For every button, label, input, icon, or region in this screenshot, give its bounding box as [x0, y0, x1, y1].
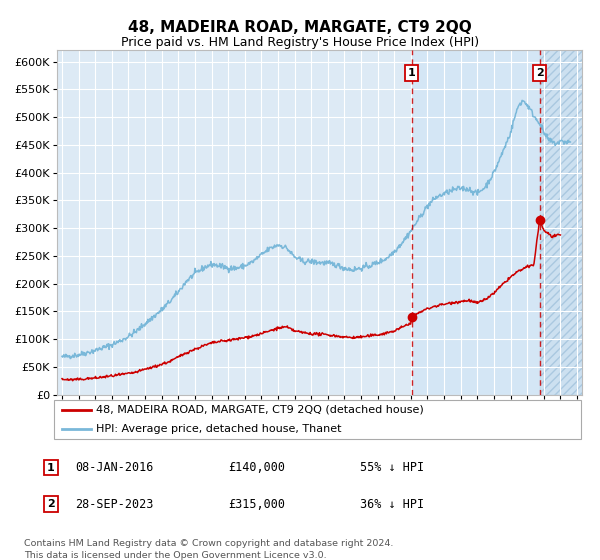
- Text: 2: 2: [536, 68, 544, 78]
- FancyBboxPatch shape: [53, 400, 581, 439]
- Text: Contains HM Land Registry data © Crown copyright and database right 2024.
This d: Contains HM Land Registry data © Crown c…: [24, 539, 394, 559]
- Bar: [539, 50, 599, 395]
- Text: 48, MADEIRA ROAD, MARGATE, CT9 2QQ (detached house): 48, MADEIRA ROAD, MARGATE, CT9 2QQ (deta…: [97, 405, 424, 415]
- Text: 28-SEP-2023: 28-SEP-2023: [75, 497, 154, 511]
- Text: 55% ↓ HPI: 55% ↓ HPI: [360, 461, 424, 474]
- Text: £140,000: £140,000: [228, 461, 285, 474]
- Text: 1: 1: [408, 68, 416, 78]
- Text: 2: 2: [47, 499, 55, 509]
- Text: 08-JAN-2016: 08-JAN-2016: [75, 461, 154, 474]
- Text: HPI: Average price, detached house, Thanet: HPI: Average price, detached house, Than…: [97, 424, 342, 434]
- Text: 1: 1: [47, 463, 55, 473]
- Bar: [412, 50, 539, 395]
- Text: Price paid vs. HM Land Registry's House Price Index (HPI): Price paid vs. HM Land Registry's House …: [121, 36, 479, 49]
- Bar: [539, 50, 599, 395]
- Text: 48, MADEIRA ROAD, MARGATE, CT9 2QQ: 48, MADEIRA ROAD, MARGATE, CT9 2QQ: [128, 20, 472, 35]
- Text: £315,000: £315,000: [228, 497, 285, 511]
- Text: 36% ↓ HPI: 36% ↓ HPI: [360, 497, 424, 511]
